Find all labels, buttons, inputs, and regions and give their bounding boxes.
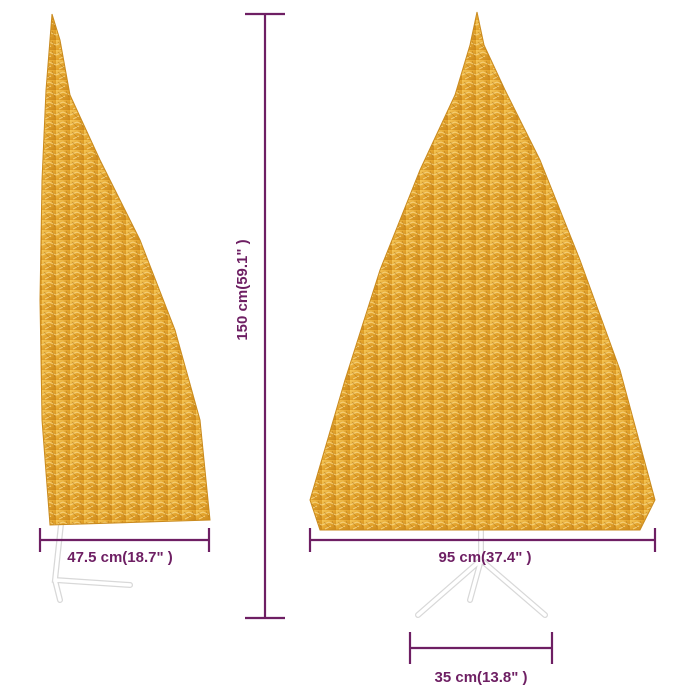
stand-width-label: 35 cm(13.8" ) xyxy=(435,669,528,686)
height-label: 150 cm(59.1" ) xyxy=(234,239,251,340)
height-dimension: 150 cm(59.1" ) xyxy=(234,12,285,620)
front-width-dimension: 95 cm(37.4" ) xyxy=(308,528,657,566)
stand-width-dimension: 35 cm(13.8" ) xyxy=(408,632,554,686)
side-tree-body xyxy=(39,13,211,526)
side-depth-dimension: 47.5 cm(18.7" ) xyxy=(38,528,211,566)
front-width-label: 95 cm(37.4" ) xyxy=(439,549,532,566)
side-depth-label: 47.5 cm(18.7" ) xyxy=(67,549,173,566)
side-tree xyxy=(39,13,211,603)
front-tree xyxy=(309,11,656,618)
front-tree-body xyxy=(309,11,656,531)
